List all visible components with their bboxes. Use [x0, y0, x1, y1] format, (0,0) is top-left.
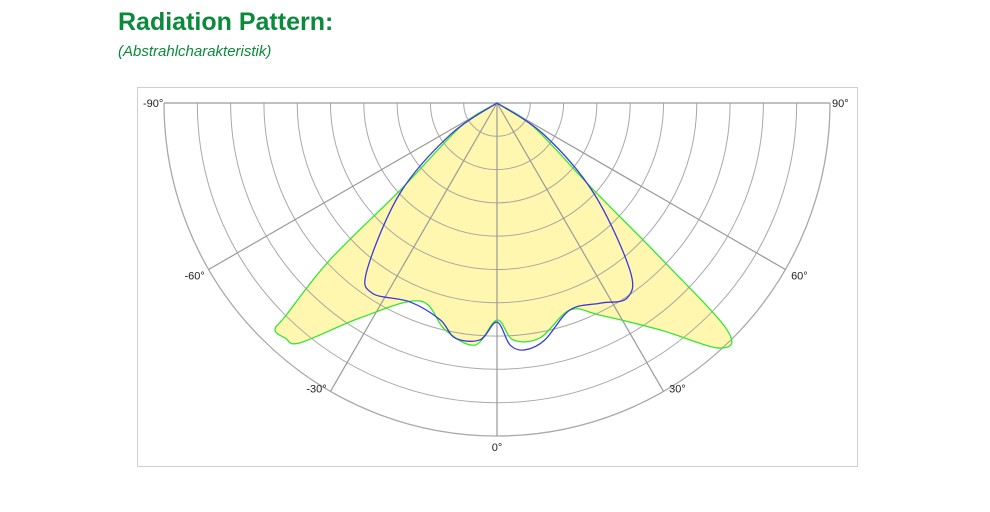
- angle-tick-label: -90°: [143, 98, 163, 110]
- angle-tick-label: 60°: [791, 271, 808, 283]
- angle-tick-label: -60°: [184, 271, 204, 283]
- angle-tick-label: 90°: [832, 98, 849, 110]
- grid-spoke: [329, 102, 498, 392]
- grid-spoke: [496, 102, 786, 271]
- grid-spoke: [496, 102, 665, 392]
- series-line-1: [364, 102, 634, 351]
- angle-tick-label: 0°: [492, 442, 503, 454]
- page-title: Radiation Pattern:: [118, 8, 334, 36]
- grid-spoke: [208, 102, 498, 271]
- angle-tick-label: 30°: [669, 383, 686, 395]
- page-subtitle: (Abstrahlcharakteristik): [118, 43, 272, 60]
- angle-tick-label: -30°: [306, 383, 326, 395]
- series-fill-0: [274, 103, 732, 349]
